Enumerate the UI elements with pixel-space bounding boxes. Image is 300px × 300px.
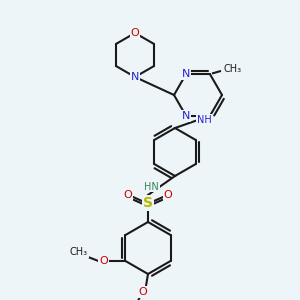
Text: CH₃: CH₃ (224, 64, 242, 74)
Text: O: O (164, 190, 172, 200)
Text: S: S (143, 196, 153, 210)
Text: O: O (139, 287, 147, 297)
Text: N: N (182, 69, 190, 79)
Text: O: O (124, 190, 132, 200)
Text: CH₃: CH₃ (69, 247, 88, 257)
Text: N: N (182, 111, 190, 121)
Text: N: N (131, 72, 139, 82)
Text: O: O (130, 28, 140, 38)
Text: O: O (99, 256, 108, 266)
Text: HN: HN (144, 182, 159, 191)
Text: NH: NH (197, 115, 212, 125)
